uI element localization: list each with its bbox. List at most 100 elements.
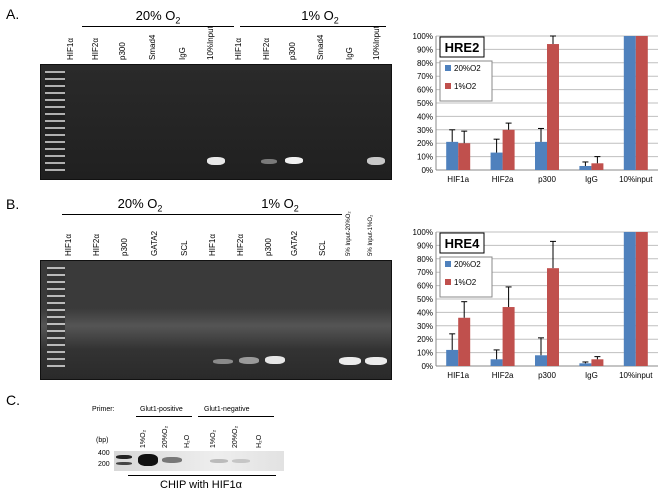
lane-label: SCL: [180, 240, 189, 256]
bar-1pcto2: [458, 317, 471, 366]
ladder-band: [116, 455, 132, 459]
lane-label: HIF1α: [66, 38, 75, 60]
lane-label: p300: [118, 42, 127, 60]
group-subscript: 2: [333, 15, 339, 26]
panel-a-gel-image: [40, 64, 392, 180]
lane-label: HIF2α: [92, 234, 101, 256]
lane-label: 20%O₂: [162, 425, 169, 448]
bar-1pcto2: [635, 232, 648, 366]
lane-label: HIF1α: [64, 234, 73, 256]
hre2-chart: 0% 10% 20% 30% 40% 50% 60% 70% 80% 90% 100% HIF1a HI…: [413, 32, 658, 184]
x-tick-label: IgG: [585, 371, 598, 380]
bar-20pcto2: [535, 141, 547, 170]
lane-label: 10%Input: [372, 26, 381, 60]
panel-c-letter: C.: [6, 392, 20, 408]
panel-b-group-1-header: 1% O2: [210, 196, 350, 214]
lane-label: p300: [288, 42, 297, 60]
lane-label: 20%O₂: [232, 425, 239, 448]
lane-label: GATA2: [150, 230, 159, 256]
chart-title: HRE2: [445, 40, 480, 55]
band-hif2a-1: [261, 159, 277, 164]
band-neg-1o2: [210, 459, 228, 463]
x-tick-label: HIF2a: [492, 371, 514, 380]
bar-20pcto2: [579, 165, 592, 170]
chart-title-box: [439, 232, 485, 254]
legend-label: 1%O2: [454, 82, 477, 91]
bar-20pcto2: [535, 355, 547, 366]
x-tick-label: IgG: [585, 175, 598, 184]
panel-b-group-20-line: [62, 214, 208, 215]
bp-label: (bp): [96, 437, 109, 444]
y-tick-label: 50%: [417, 99, 433, 108]
bar-20pcto2: [446, 349, 459, 366]
lane-label: 1%O₂: [140, 429, 147, 448]
y-tick-label: 0%: [421, 166, 433, 175]
y-tick-label: 70%: [417, 72, 433, 81]
group-label: 1% O: [261, 196, 294, 211]
y-tick-label: 70%: [417, 268, 433, 277]
bar-1pcto2: [635, 36, 648, 170]
band-input-1: [367, 157, 385, 165]
bar-20pcto2: [623, 232, 636, 366]
y-tick-label: 20%: [417, 139, 433, 148]
band-input-20: [207, 157, 225, 165]
bar-1pcto2: [502, 129, 515, 170]
panel-a-group-20-line: [82, 26, 234, 27]
y-tick-label: 90%: [417, 45, 433, 54]
band-hif2a-1: [239, 357, 259, 364]
legend-label: 1%O2: [454, 278, 477, 287]
group-subscript: 2: [293, 203, 299, 214]
y-tick-label: 80%: [417, 59, 433, 68]
lane-label: HIF1α: [234, 38, 243, 60]
band-pos-20o2: [162, 457, 182, 463]
y-tick-label: 10%: [417, 349, 433, 358]
band-p300-1: [265, 356, 285, 364]
ladder-200-label: 200: [98, 461, 110, 468]
y-tick-label: 40%: [417, 308, 433, 317]
panel-b-gel-image: [40, 260, 392, 380]
group-label: 20% O: [135, 8, 176, 23]
bar-20pcto2: [623, 36, 636, 170]
bar-20pcto2: [579, 363, 592, 366]
band-neg-20o2: [232, 459, 250, 463]
bar-20pcto2: [490, 359, 503, 366]
lane-label: p300: [264, 238, 273, 256]
bar-1pcto2: [547, 268, 559, 366]
x-tick-label: 10%input: [619, 175, 653, 184]
x-tick-label: p300: [538, 175, 556, 184]
lane-label: 1%O₂: [210, 429, 217, 448]
band-input-20: [339, 357, 361, 365]
primer-label: Primer:: [92, 406, 115, 413]
panel-a-letter: A.: [6, 6, 20, 22]
lane-label: SCL: [318, 240, 327, 256]
x-tick-label: HIF2a: [492, 175, 514, 184]
legend-label: 20%O2: [454, 64, 481, 73]
ladder-400-label: 400: [98, 450, 110, 457]
bar-1pcto2: [458, 143, 471, 170]
y-tick-label: 100%: [413, 228, 433, 237]
panel-c-gel-image: [114, 451, 284, 471]
group-label: 1% O: [301, 8, 334, 23]
panel-b-letter: B.: [6, 196, 20, 212]
band-input-1: [365, 357, 387, 365]
band-pos-1o2: [138, 454, 158, 466]
y-tick-label: 60%: [417, 86, 433, 95]
bar-1pcto2: [591, 163, 604, 170]
panel-b-group-20-header: 20% O2: [70, 196, 210, 214]
y-tick-label: 100%: [413, 32, 433, 41]
lane-label: IgG: [178, 47, 187, 60]
lane-label: 10%Input: [206, 26, 215, 60]
glut1-positive-line: [136, 416, 192, 417]
group-label: 20% O: [117, 196, 158, 211]
lane-label: 5% Input-20%O₂: [346, 211, 352, 256]
glut1-positive-label: Glut1-positive: [140, 406, 183, 413]
group-subscript: 2: [157, 203, 163, 214]
y-tick-label: 0%: [421, 362, 433, 371]
dna-ladder: [45, 71, 65, 175]
ladder-band: [116, 462, 132, 465]
panel-a-group-1-header: 1% O2: [250, 8, 390, 26]
chart-title-box: [439, 36, 485, 58]
y-tick-label: 30%: [417, 126, 433, 135]
band-p300-1: [285, 157, 303, 164]
lane-label: Smad4: [316, 34, 325, 60]
